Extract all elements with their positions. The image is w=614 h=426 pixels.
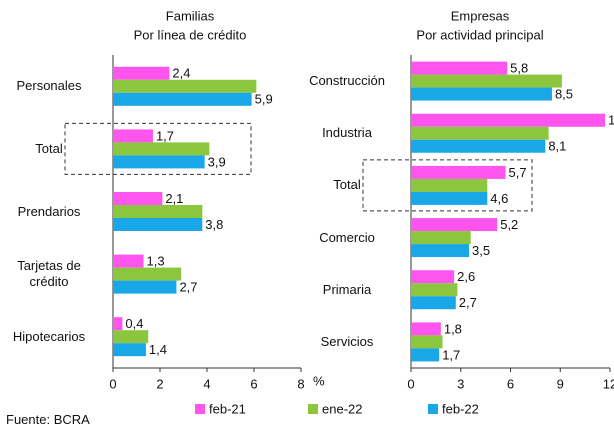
x-tick-label: 6: [507, 376, 514, 391]
value-label: 2,6: [457, 269, 475, 284]
y-tick-label: Total: [333, 177, 361, 193]
bar: [411, 139, 546, 153]
bar: [411, 283, 458, 297]
y-tick-label: Tarjetas de crédito: [17, 258, 81, 290]
x-tick-label: 0: [407, 376, 414, 391]
highlight-box: [362, 159, 533, 212]
bar: [411, 218, 498, 232]
y-tick-label: Servicios: [320, 333, 374, 349]
bar: [113, 267, 182, 281]
bar: [411, 296, 456, 310]
legend-swatch: [428, 404, 438, 414]
x-tick-label: 3: [457, 376, 464, 391]
value-label: 8,1: [548, 139, 566, 154]
x-tick-label: 6: [250, 376, 257, 391]
legend-swatch: [195, 404, 205, 414]
y-tick-label: Prendarios: [17, 203, 81, 219]
value-label: 3,5: [472, 243, 490, 258]
bar: [113, 92, 252, 106]
bar: [411, 270, 455, 284]
bar: [411, 61, 508, 75]
legend-label: feb-21: [209, 401, 246, 416]
bar: [113, 129, 153, 143]
bar: [411, 335, 443, 349]
value-label: 4,6: [490, 191, 508, 206]
value-label: 2,7: [179, 280, 197, 295]
value-label: 11,7: [608, 113, 614, 128]
value-label: 3,9: [208, 154, 226, 169]
x-tick-label: 0: [109, 376, 116, 391]
chart-subtitle: Por línea de crédito: [134, 27, 247, 42]
y-tick-label: Primaria: [322, 281, 372, 297]
bar: [113, 330, 149, 344]
bar: [113, 142, 210, 156]
bar: [113, 254, 144, 268]
value-label: 1,3: [147, 254, 165, 269]
highlight-box: [64, 122, 252, 175]
value-label: 3,8: [205, 217, 223, 232]
x-unit: %: [313, 373, 325, 388]
value-label: 1,4: [149, 342, 167, 357]
bar: [113, 317, 123, 331]
y-tick-label: Hipotecarios: [12, 328, 86, 344]
bar: [411, 231, 471, 245]
y-tick-label: Total: [35, 140, 63, 156]
bar: [411, 322, 441, 336]
value-label: 8,5: [555, 87, 573, 102]
y-tick-label: Industria: [322, 125, 372, 141]
value-label: 1,7: [442, 347, 460, 362]
value-label: 5,9: [255, 92, 273, 107]
value-label: 5,7: [509, 165, 527, 180]
bar: [113, 280, 177, 294]
bar: [113, 205, 203, 218]
bar: [411, 113, 606, 127]
legend-label: feb-22: [442, 401, 479, 416]
value-label: 2,7: [459, 295, 477, 310]
chart-subtitle: Por actividad principal: [416, 27, 543, 42]
bar: [113, 66, 170, 80]
bar: [411, 87, 552, 101]
bar: [411, 178, 488, 192]
value-label: 2,1: [165, 191, 183, 206]
value-label: 1,8: [444, 321, 462, 336]
source: Fuente: BCRA: [6, 412, 90, 426]
legend-swatch: [308, 404, 318, 414]
x-tick-label: 9: [557, 376, 564, 391]
x-tick-label: 12: [603, 376, 614, 391]
bar: [411, 126, 549, 140]
value-label: 1,7: [156, 128, 174, 143]
legend-label: ene-22: [322, 401, 362, 416]
value-label: 5,8: [510, 61, 528, 76]
bar: [113, 218, 203, 231]
bar: [113, 79, 257, 93]
bar: [113, 155, 205, 169]
bar: [411, 191, 488, 205]
bar: [113, 192, 163, 205]
bar: [411, 348, 440, 362]
bar: [113, 343, 146, 357]
x-tick-label: 2: [156, 376, 163, 391]
value-label: 2,4: [172, 66, 190, 81]
x-tick-label: 8: [297, 376, 304, 391]
bar: [411, 74, 562, 88]
chart-title: Familias: [166, 8, 215, 23]
y-tick-label: Personales: [16, 78, 82, 94]
value-label: 5,2: [500, 217, 518, 232]
y-tick-label: Construcción: [309, 73, 385, 89]
x-tick-label: 4: [203, 376, 210, 391]
value-label: 0,4: [125, 316, 143, 331]
bar: [411, 244, 470, 258]
chart-title: Empresas: [451, 8, 510, 23]
bar: [411, 165, 506, 179]
y-tick-label: Comercio: [319, 229, 375, 245]
